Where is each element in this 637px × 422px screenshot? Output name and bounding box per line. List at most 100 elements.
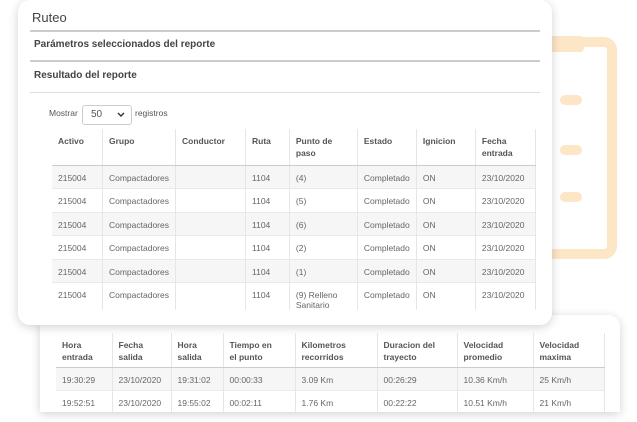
table-cell: (5) <box>289 188 358 212</box>
table-cell: 215004 <box>52 164 103 189</box>
page-size-select[interactable]: 50 <box>82 105 132 125</box>
column-header[interactable]: Velocidad maxima <box>533 333 605 368</box>
table-cell: 1104 <box>245 258 290 283</box>
table-cell: 19:52:51 <box>56 389 113 412</box>
table-cell: 19:30:29 <box>56 366 113 390</box>
divider <box>30 30 540 32</box>
table-row: 215004 Compactadores 1104 (5) Completado ON 23… <box>52 188 536 212</box>
table-cell: Completado <box>357 211 417 236</box>
table-cell: 1104 <box>245 235 290 259</box>
table-cell: 23/10/2020 <box>112 366 172 390</box>
table-cell <box>175 164 246 189</box>
header-text: Velocidad maxima <box>539 340 580 362</box>
table-cell <box>175 235 246 259</box>
header-text: Duracion del trayecto <box>383 340 435 362</box>
header-text: Ignicion <box>422 136 456 146</box>
table-cell: 21 Km/h <box>533 389 605 412</box>
table-cell: 19:55:02 <box>171 389 224 412</box>
table-cell: Completado <box>357 164 417 189</box>
table-cell: (6) <box>289 211 358 236</box>
table-cell: 25 Km/h <box>533 366 605 390</box>
divider <box>30 60 540 62</box>
table-cell: (9) Relleno Sanitario <box>289 282 358 310</box>
table-row: 19:30:29 23/10/2020 19:31:02 00:00:33 3.09 K… <box>56 366 605 390</box>
section-header[interactable]: Parámetros seleccionados del reporte <box>34 39 216 50</box>
table-cell: 23/10/2020 <box>475 282 536 310</box>
table-cell: ON <box>416 164 476 189</box>
page-size: 50 <box>91 109 103 120</box>
column-header[interactable]: Estado <box>357 129 417 166</box>
table-cell <box>175 188 246 212</box>
table-cell: 23/10/2020 <box>475 188 536 212</box>
table-cell: 00:26:29 <box>377 366 458 390</box>
column-header[interactable]: Ruta <box>245 129 290 166</box>
header-text: Velocidad promedio <box>463 340 504 362</box>
table-cell: 215004 <box>52 235 103 259</box>
header-text: Hora entrada <box>62 340 93 362</box>
column-header[interactable]: Hora salida <box>171 333 224 368</box>
header-text: Fecha entrada <box>481 136 513 158</box>
table-cell: ON <box>416 282 476 310</box>
header-text: Fecha salida <box>118 340 144 362</box>
table-cell: 1104 <box>245 164 290 189</box>
table-cell: (4) <box>289 164 358 189</box>
detail-table: Hora entrada Fecha salida Hora salida Tiemp… <box>56 333 605 412</box>
column-header[interactable]: Activo <box>52 129 103 166</box>
divider <box>30 92 540 93</box>
section-header[interactable]: Resultado del reporte <box>34 70 137 81</box>
table-cell: 215004 <box>52 258 103 283</box>
table-row: 215004 Compactadores 1104 (2) Completado ON 23… <box>52 235 536 259</box>
table-cell: (2) <box>289 235 358 259</box>
table-cell: 215004 <box>52 282 103 310</box>
column-header[interactable]: Conductor <box>175 129 246 166</box>
table-cell: Compactadores <box>102 235 177 259</box>
table-cell: 1.76 Km <box>295 389 378 412</box>
table-cell: ON <box>416 188 476 212</box>
column-header[interactable]: Velocidad promedio <box>457 333 534 368</box>
table-cell: 3.09 Km <box>295 366 378 390</box>
table-row: 215004 Compactadores 1104 (1) Completado ON 23… <box>52 258 536 283</box>
results-table: Activo Grupo Conductor Ruta Punto de paso Est… <box>52 129 536 310</box>
header-text: Estado <box>363 136 393 146</box>
table-cell <box>175 211 246 236</box>
table-row: 215004 Compactadores 1104 (4) Completado ON 23… <box>52 164 536 189</box>
table-cell: Completado <box>357 282 417 310</box>
column-header[interactable]: Tiempo en el punto <box>223 333 296 368</box>
table-cell: 1104 <box>245 211 290 236</box>
column-header[interactable]: Punto de paso <box>289 129 358 166</box>
table-cell: Completado <box>357 188 417 212</box>
table-cell: 00:00:33 <box>223 366 296 390</box>
header-text: Tiempo en el punto <box>229 340 272 362</box>
table-cell: ON <box>416 211 476 236</box>
table-cell: 1104 <box>245 282 290 310</box>
table-cell <box>175 258 246 283</box>
table-cell: 1104 <box>245 188 290 212</box>
table-row: 19:52:51 23/10/2020 19:55:02 00:02:11 1.76 K… <box>56 389 605 412</box>
header-text: Hora salida <box>177 340 202 362</box>
table-cell: Completado <box>357 235 417 259</box>
page-title: Ruteo <box>32 10 67 25</box>
column-header[interactable]: Fecha entrada <box>475 129 536 166</box>
column-header[interactable]: Ignicion <box>416 129 476 166</box>
header-text: Activo <box>58 136 84 146</box>
table-cell: 23/10/2020 <box>112 389 172 412</box>
table-cell: 23/10/2020 <box>475 258 536 283</box>
header-text: Conductor <box>182 136 225 146</box>
header-text: Kilometros recorridos <box>301 340 346 362</box>
header-row: Activo Grupo Conductor Ruta Punto de paso Est… <box>52 129 536 166</box>
column-header[interactable]: Hora entrada <box>56 333 113 368</box>
table-cell: 10.51 Km/h <box>457 389 534 412</box>
table-cell: ON <box>416 235 476 259</box>
column-header[interactable]: Duracion del trayecto <box>377 333 458 368</box>
table-cell: 10.36 Km/h <box>457 366 534 390</box>
suffix-label: registros <box>135 108 168 118</box>
show-label: Mostrar <box>49 108 78 118</box>
column-header[interactable]: Grupo <box>102 129 177 166</box>
table-cell: 23/10/2020 <box>475 211 536 236</box>
column-header[interactable]: Fecha salida <box>112 333 172 368</box>
table-cell: 23/10/2020 <box>475 235 536 259</box>
table-cell: 00:22:22 <box>377 389 458 412</box>
column-header[interactable]: Kilometros recorridos <box>295 333 378 368</box>
header-row: Hora entrada Fecha salida Hora salida Tiemp… <box>56 333 605 368</box>
